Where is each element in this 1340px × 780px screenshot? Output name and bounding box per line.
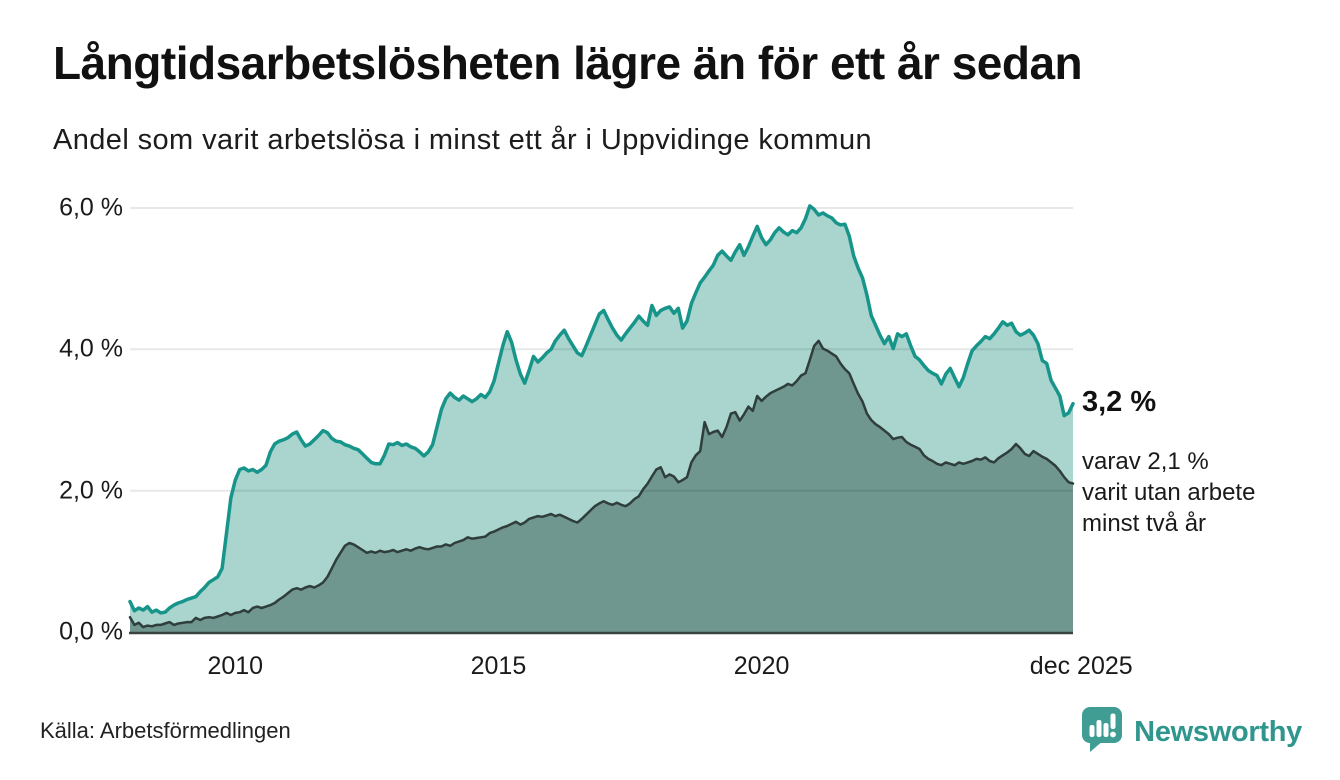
y-axis-tick: 2,0 % <box>59 476 123 505</box>
secondary-annotation-line: varav 2,1 % <box>1082 447 1209 475</box>
y-axis-tick: 4,0 % <box>59 334 123 363</box>
chart-subtitle: Andel som varit arbetslösa i minst ett å… <box>53 124 873 156</box>
bar-chart-glyph <box>1089 713 1117 738</box>
brand-logo: Newsworthy <box>1081 706 1302 759</box>
x-axis-tick: 2010 <box>207 652 264 680</box>
newsworthy-icon <box>1081 706 1125 759</box>
source-note: Källa: Arbetsförmedlingen <box>40 718 291 743</box>
secondary-annotation: varav 2,1 % varit utan arbete minst två … <box>1082 446 1255 539</box>
x-axis-tick: dec 2025 <box>1029 652 1133 680</box>
latest-value-label: 3,2 % <box>1082 385 1157 418</box>
x-axis-tick: 2015 <box>470 652 527 680</box>
secondary-annotation-line: varit utan arbete <box>1082 478 1256 506</box>
y-axis-tick: 0,0 % <box>59 617 123 646</box>
y-axis-tick: 6,0 % <box>59 193 123 222</box>
brand-wordmark: Newsworthy <box>1134 716 1302 748</box>
secondary-annotation-line: minst två år <box>1082 509 1207 537</box>
x-axis-tick: 2020 <box>733 652 790 680</box>
chart-title: Långtidsarbetslösheten lägre än för ett … <box>53 37 1083 89</box>
speech-bubble-shape <box>1082 707 1123 752</box>
